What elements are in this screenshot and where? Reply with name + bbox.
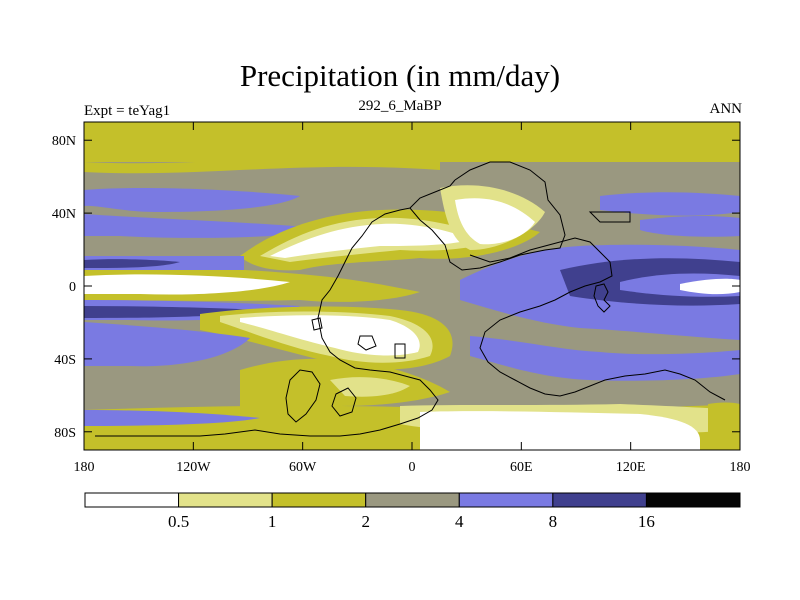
colorbar-swatch bbox=[645, 492, 741, 508]
colorbar-swatch bbox=[458, 492, 554, 508]
colorbar-label: 16 bbox=[638, 512, 655, 531]
lat-tick-label: 80N bbox=[52, 134, 76, 149]
lon-tick-label: 180 bbox=[730, 460, 751, 475]
lat-tick-label: 80S bbox=[54, 426, 76, 441]
map-fields bbox=[84, 122, 740, 450]
latitude-axis: 80N 40N 0 40S 80S bbox=[52, 134, 740, 441]
lat-tick-label: 0 bbox=[69, 280, 76, 295]
lon-tick-label: 0 bbox=[409, 460, 416, 475]
experiment-label: Expt = teYag1 bbox=[84, 103, 171, 119]
field-npac-storm bbox=[84, 188, 300, 212]
longitude-axis: 180 120W 60W 0 60E 120E 180 bbox=[74, 122, 751, 475]
run-label: 292_6_MaBP bbox=[358, 98, 442, 114]
colorbar: 0.5 1 2 4 8 16 bbox=[84, 492, 741, 531]
lon-tick-label: 120E bbox=[616, 460, 646, 475]
colorbar-label: 8 bbox=[549, 512, 558, 531]
colorbar-label: 0.5 bbox=[168, 512, 189, 531]
colorbar-swatch bbox=[271, 492, 367, 508]
colorbar-label: 4 bbox=[455, 512, 464, 531]
lon-tick-label: 60E bbox=[510, 460, 533, 475]
colorbar-swatch bbox=[84, 492, 180, 508]
lat-tick-label: 40S bbox=[54, 353, 76, 368]
colorbar-swatch bbox=[552, 492, 647, 508]
map-title: Precipitation (in mm/day) bbox=[239, 58, 561, 93]
colorbar-swatch bbox=[365, 492, 460, 508]
lon-tick-label: 60W bbox=[289, 460, 317, 475]
colorbar-label: 1 bbox=[268, 512, 277, 531]
colorbar-swatch bbox=[178, 492, 273, 508]
lon-tick-label: 180 bbox=[74, 460, 95, 475]
season-label: ANN bbox=[709, 101, 743, 117]
lon-tick-label: 120W bbox=[176, 460, 211, 475]
lat-tick-label: 40N bbox=[52, 207, 76, 222]
colorbar-label: 2 bbox=[361, 512, 370, 531]
continent-outlines bbox=[95, 161, 726, 437]
